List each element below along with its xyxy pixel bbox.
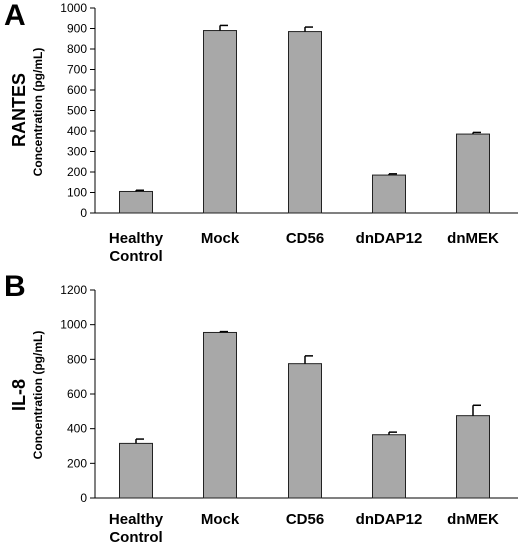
bars-b xyxy=(119,330,490,499)
panel-b: B IL-8 Concentration (pg/mL) 0 200 400 600 8… xyxy=(4,270,518,545)
y-tick-label-a: 100 xyxy=(67,186,87,200)
y-tick-label-a: 300 xyxy=(67,145,87,159)
x-category-line: Mock xyxy=(201,230,240,247)
y-tick-label-a: 0 xyxy=(80,206,87,220)
bar-a-4 xyxy=(372,174,406,214)
bar-b-5 xyxy=(456,415,490,499)
y-tick-label-a: 600 xyxy=(67,83,87,97)
x-category-line: dnMEK xyxy=(447,511,499,528)
bar-b-2 xyxy=(203,331,237,499)
x-labels-a: Healthy Control Mock CD56 dnDAP12 dnMEK xyxy=(109,230,499,265)
bar-a-1 xyxy=(119,190,153,214)
bar-a-5 xyxy=(456,133,490,214)
y-tick-label-a: 900 xyxy=(67,22,87,36)
cytokine-title-il8: IL-8 xyxy=(9,379,29,411)
y-tick-label-b: 600 xyxy=(67,387,87,401)
x-category-line: CD56 xyxy=(286,511,324,528)
y-tick-label-a: 400 xyxy=(67,124,87,138)
x-category-label-a: CD56 xyxy=(286,230,324,247)
x-category-line: Healthy xyxy=(109,230,164,247)
x-category-label-b: dnMEK xyxy=(447,511,499,528)
x-category-line: CD56 xyxy=(286,230,324,247)
x-category-label-b: Mock xyxy=(201,511,240,528)
y-tick-label-a: 800 xyxy=(67,42,87,56)
y-tick-label-a: 200 xyxy=(67,165,87,179)
x-category-line: Mock xyxy=(201,511,240,528)
bar-b-1 xyxy=(119,442,153,499)
bars-a xyxy=(119,24,490,214)
y-tick-label-a: 1000 xyxy=(60,1,87,15)
y-axis-title-b: Concentration (pg/mL) xyxy=(31,331,45,460)
x-category-label-b: CD56 xyxy=(286,511,324,528)
x-labels-b: Healthy Control Mock CD56 dnDAP12 dnMEK xyxy=(109,511,499,545)
x-category-label-b: dnDAP12 xyxy=(356,511,423,528)
y-tick-label-b: 400 xyxy=(67,422,87,436)
panel-a: A RANTES Concentration (pg/mL) 0 100 200 30… xyxy=(4,0,518,265)
x-category-label-a: dnMEK xyxy=(447,230,499,247)
y-tick-label-b: 0 xyxy=(80,491,87,505)
bar-a-3 xyxy=(288,31,322,214)
x-category-line: Control xyxy=(109,248,162,265)
y-ticks-a: 0 100 200 300 400 500 600 700 800 900 1000 xyxy=(60,1,95,220)
bar-a-2 xyxy=(203,30,237,214)
bar-b-4 xyxy=(372,434,406,499)
x-category-line: dnDAP12 xyxy=(356,230,423,247)
y-tick-label-b: 200 xyxy=(67,456,87,470)
x-category-line: dnDAP12 xyxy=(356,511,423,528)
x-category-label-b: Healthy Control xyxy=(109,511,164,545)
x-category-line: Healthy xyxy=(109,511,164,528)
panel-letter-b: B xyxy=(4,270,26,303)
y-tick-label-b: 1200 xyxy=(60,283,87,297)
bar-b-3 xyxy=(288,363,322,499)
y-tick-label-a: 700 xyxy=(67,63,87,77)
x-category-label-a: Mock xyxy=(201,230,240,247)
panel-letter-a: A xyxy=(4,0,26,32)
y-tick-label-b: 800 xyxy=(67,352,87,366)
y-ticks-b: 0 200 400 600 800 1000 1200 xyxy=(60,283,95,505)
y-axis-title-a: Concentration (pg/mL) xyxy=(31,48,45,177)
y-tick-label-a: 500 xyxy=(67,104,87,118)
x-category-label-a: dnDAP12 xyxy=(356,230,423,247)
x-category-line: dnMEK xyxy=(447,230,499,247)
y-tick-label-b: 1000 xyxy=(60,318,87,332)
cytokine-title-rantes: RANTES xyxy=(9,73,29,147)
x-category-line: Control xyxy=(109,529,162,545)
x-category-label-a: Healthy Control xyxy=(109,230,164,265)
